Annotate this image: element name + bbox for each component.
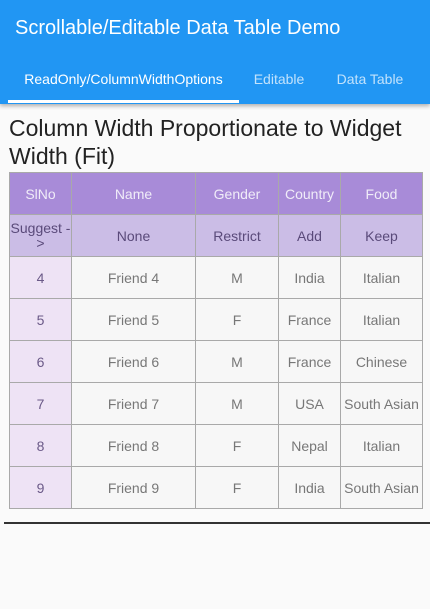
column-header-slno[interactable]: SlNo [9,172,72,215]
cell-country: India [278,256,341,299]
bottom-divider [4,522,430,524]
cell-gender: M [195,256,279,299]
cell-country: India [278,466,341,509]
cell-gender: F [195,424,279,467]
cell-slno: 8 [9,424,72,467]
cell-slno: 4 [9,256,72,299]
tab-bar: ReadOnly/ColumnWidthOptions Editable Dat… [0,60,430,104]
tab-data-table[interactable]: Data Table [336,71,404,87]
table-row[interactable]: 5 Friend 5 F France Italian [9,298,423,341]
cell-country: Nepal [278,424,341,467]
cell-name: Friend 9 [71,466,196,509]
table-row[interactable]: 7 Friend 7 M USA South Asian [9,382,423,425]
table-row[interactable]: 9 Friend 9 F India South Asian [9,466,423,509]
width-option-suggest[interactable]: Suggest -> [9,214,72,257]
cell-name: Friend 4 [71,256,196,299]
cell-food: Italian [340,424,423,467]
width-option-none[interactable]: None [71,214,196,257]
table-header-row: SlNo Name Gender Country Food [9,172,423,215]
table-row[interactable]: 4 Friend 4 M India Italian [9,256,423,299]
cell-gender: F [195,298,279,341]
table-row[interactable]: 8 Friend 8 F Nepal Italian [9,424,423,467]
cell-food: South Asian [340,382,423,425]
tab-indicator [8,100,239,103]
cell-food: South Asian [340,466,423,509]
cell-gender: F [195,466,279,509]
column-header-food[interactable]: Food [340,172,423,215]
column-header-country[interactable]: Country [278,172,341,215]
tab-readonly-column-width-options[interactable]: ReadOnly/ColumnWidthOptions [24,71,223,87]
cell-gender: M [195,340,279,383]
cell-country: USA [278,382,341,425]
column-header-name[interactable]: Name [71,172,196,215]
app-bar: Scrollable/Editable Data Table Demo Read… [0,0,430,104]
cell-food: Chinese [340,340,423,383]
width-option-row: Suggest -> None Restrict Add Keep [9,214,423,257]
column-header-gender[interactable]: Gender [195,172,279,215]
cell-country: France [278,340,341,383]
cell-food: Italian [340,298,423,341]
cell-slno: 5 [9,298,72,341]
width-option-keep[interactable]: Keep [340,214,423,257]
table-row[interactable]: 6 Friend 6 M France Chinese [9,340,423,383]
width-option-restrict[interactable]: Restrict [195,214,279,257]
width-option-add[interactable]: Add [278,214,341,257]
cell-gender: M [195,382,279,425]
data-table: SlNo Name Gender Country Food Suggest ->… [9,172,423,509]
cell-food: Italian [340,256,423,299]
cell-name: Friend 6 [71,340,196,383]
tab-editable[interactable]: Editable [253,71,305,87]
app-title: Scrollable/Editable Data Table Demo [15,17,341,39]
cell-slno: 6 [9,340,72,383]
cell-name: Friend 7 [71,382,196,425]
cell-name: Friend 8 [71,424,196,467]
section-heading: Column Width Proportionate to Widget Wid… [9,115,402,169]
cell-name: Friend 5 [71,298,196,341]
cell-slno: 9 [9,466,72,509]
cell-country: France [278,298,341,341]
cell-slno: 7 [9,382,72,425]
